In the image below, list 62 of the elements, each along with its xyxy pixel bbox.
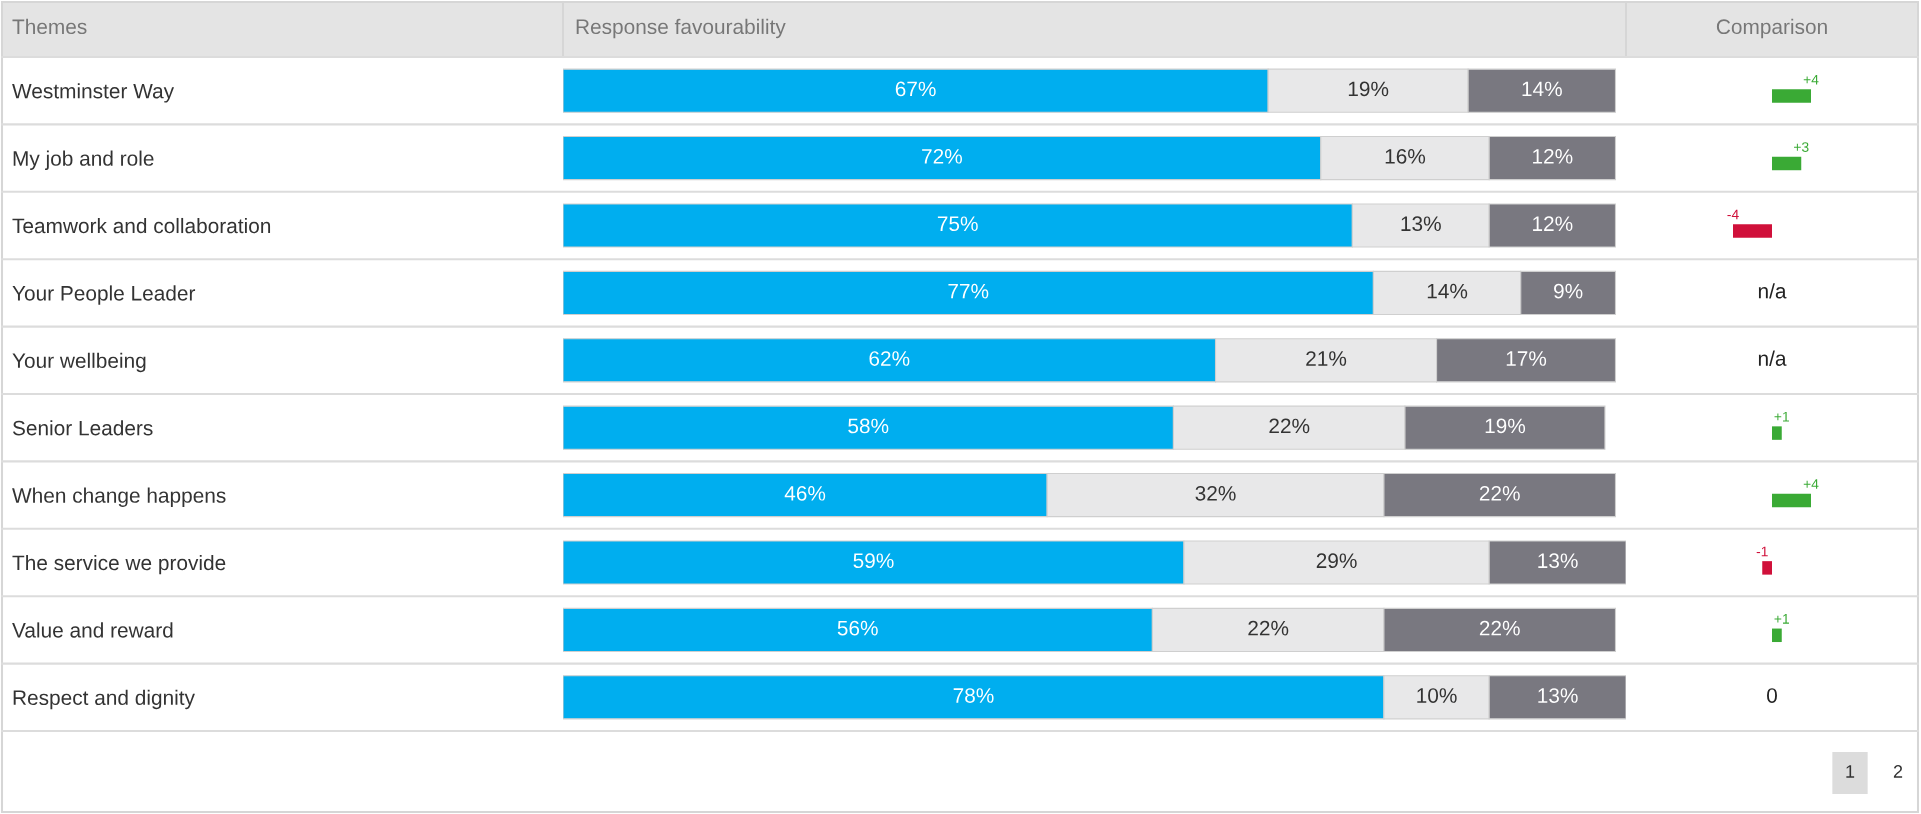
chart-title: Comparison	[1716, 18, 1827, 39]
bar	[1772, 156, 1802, 171]
data-label: +4	[1803, 74, 1819, 85]
y-tick-label: Your People Leader	[12, 285, 196, 305]
data-label: 21%	[1306, 351, 1347, 366]
data-label: 58%	[848, 418, 889, 434]
data-label: 19%	[1348, 81, 1389, 97]
data-label: 17%	[1506, 351, 1547, 366]
y-tick-label: Senior Leaders	[12, 420, 153, 436]
y-tick-label: Westminster Way	[12, 83, 175, 103]
y-tick-label: Respect and dignity	[13, 689, 195, 710]
data-label: 22%	[1248, 620, 1289, 636]
text: n/a	[1758, 283, 1787, 299]
text: 2	[1893, 765, 1903, 778]
data-label: 46%	[784, 485, 826, 501]
data-label: 13%	[1401, 216, 1441, 232]
text: n/a	[1758, 350, 1787, 366]
data-label: 9%	[1554, 283, 1583, 299]
data-label: 22%	[1479, 485, 1520, 501]
data-label: 72%	[922, 148, 962, 164]
data-label: 29%	[1316, 553, 1357, 569]
y-tick-label: Teamwork and collaboration	[12, 217, 271, 234]
data-label: 75%	[937, 216, 978, 232]
y-tick-label: My job and role	[13, 150, 154, 170]
data-label: 19%	[1485, 418, 1526, 434]
data-label: 62%	[869, 351, 910, 366]
chart-title: Response favourability	[576, 18, 786, 39]
data-label: +1	[1774, 411, 1789, 422]
data-label: 13%	[1538, 553, 1578, 569]
data-label: 56%	[837, 620, 878, 636]
bar	[1772, 628, 1782, 643]
data-label: +1	[1774, 614, 1789, 624]
text: 1	[1846, 765, 1855, 778]
data-label: 12%	[1533, 148, 1573, 164]
bar	[1762, 561, 1772, 575]
data-label: +3	[1794, 142, 1809, 152]
data-label: 10%	[1417, 688, 1457, 703]
data-label: 67%	[895, 81, 936, 97]
data-label: 77%	[948, 283, 989, 299]
data-label: 22%	[1479, 620, 1520, 636]
data-label: 14%	[1427, 283, 1468, 299]
bar	[1772, 426, 1782, 440]
data-label: 13%	[1538, 688, 1578, 703]
y-axis-title: Themes	[12, 18, 87, 35]
data-label: 0	[1767, 688, 1777, 703]
data-label: +4	[1803, 479, 1819, 489]
data-label: 12%	[1533, 216, 1573, 232]
data-label: 16%	[1385, 148, 1426, 164]
data-label: -4	[1727, 209, 1739, 220]
y-tick-label: When change happens	[12, 487, 226, 507]
data-label: 14%	[1522, 81, 1562, 97]
bar	[1772, 493, 1811, 508]
data-label: 78%	[953, 688, 994, 703]
y-tick-label: Value and reward	[12, 622, 173, 638]
y-tick-label: The service we provide	[12, 554, 226, 575]
bar	[1772, 89, 1811, 103]
bar	[1733, 224, 1772, 238]
y-tick-label: Your wellbeing	[12, 352, 146, 373]
data-label: 59%	[853, 553, 894, 569]
data-label: 32%	[1195, 485, 1236, 501]
data-label: 22%	[1269, 418, 1310, 434]
data-label: -1	[1756, 546, 1768, 557]
